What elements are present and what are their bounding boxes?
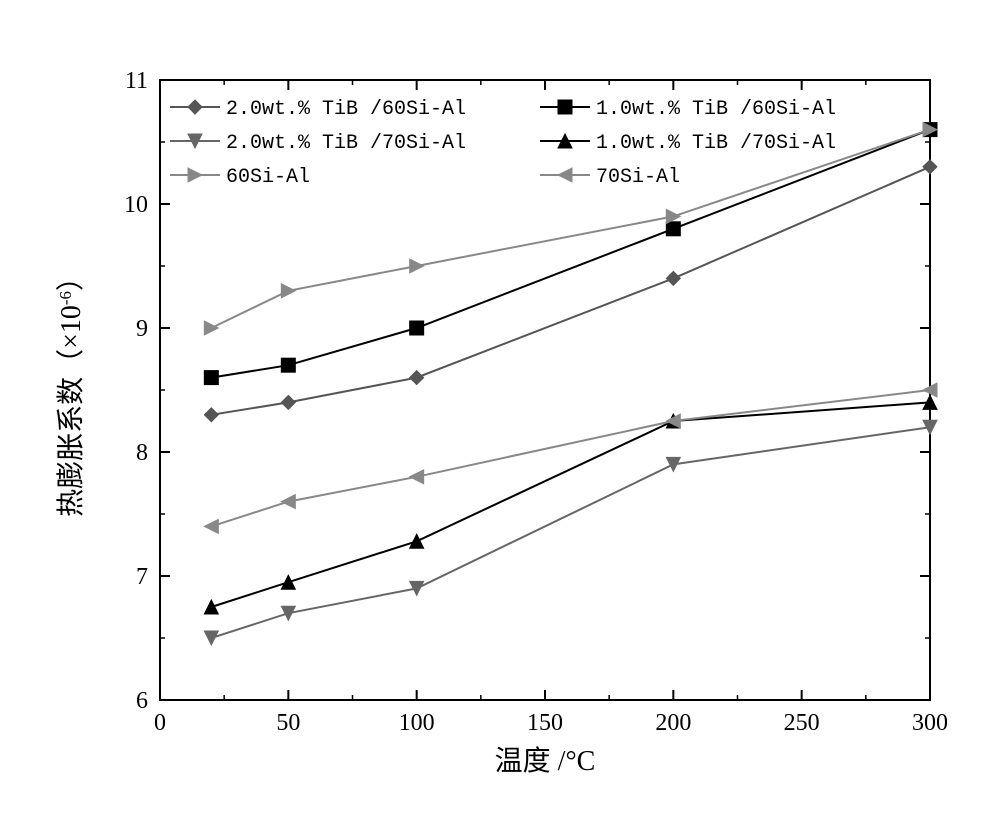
legend-label-s4: 1.0wt.% TiB /70Si-Al (596, 132, 836, 155)
legend-label-s2: 1.0wt.% TiB /60Si-Al (596, 98, 836, 121)
svg-text:50: 50 (276, 710, 300, 736)
svg-text:100: 100 (399, 710, 435, 736)
svg-text:6: 6 (136, 688, 148, 714)
svg-text:150: 150 (527, 710, 563, 736)
legend-label-s1: 2.0wt.% TiB /60Si-Al (226, 98, 466, 121)
svg-text:9: 9 (136, 316, 148, 342)
svg-text:300: 300 (912, 710, 948, 736)
svg-text:200: 200 (655, 710, 691, 736)
legend-label-s6: 70Si-Al (596, 166, 680, 189)
legend-label-s5: 60Si-Al (226, 166, 310, 189)
x-axis-label: 温度 /°C (495, 745, 596, 777)
svg-text:10: 10 (124, 192, 148, 218)
svg-text:0: 0 (154, 710, 166, 736)
svg-text:11: 11 (125, 68, 148, 94)
svg-text:8: 8 (136, 440, 148, 466)
line-chart: 05010015020025030067891011温度 /°C热膨胀系数（×1… (20, 20, 980, 820)
legend-label-s3: 2.0wt.% TiB /70Si-Al (226, 132, 466, 155)
svg-text:250: 250 (784, 710, 820, 736)
svg-text:7: 7 (136, 564, 148, 590)
chart-container: 05010015020025030067891011温度 /°C热膨胀系数（×1… (20, 20, 980, 820)
